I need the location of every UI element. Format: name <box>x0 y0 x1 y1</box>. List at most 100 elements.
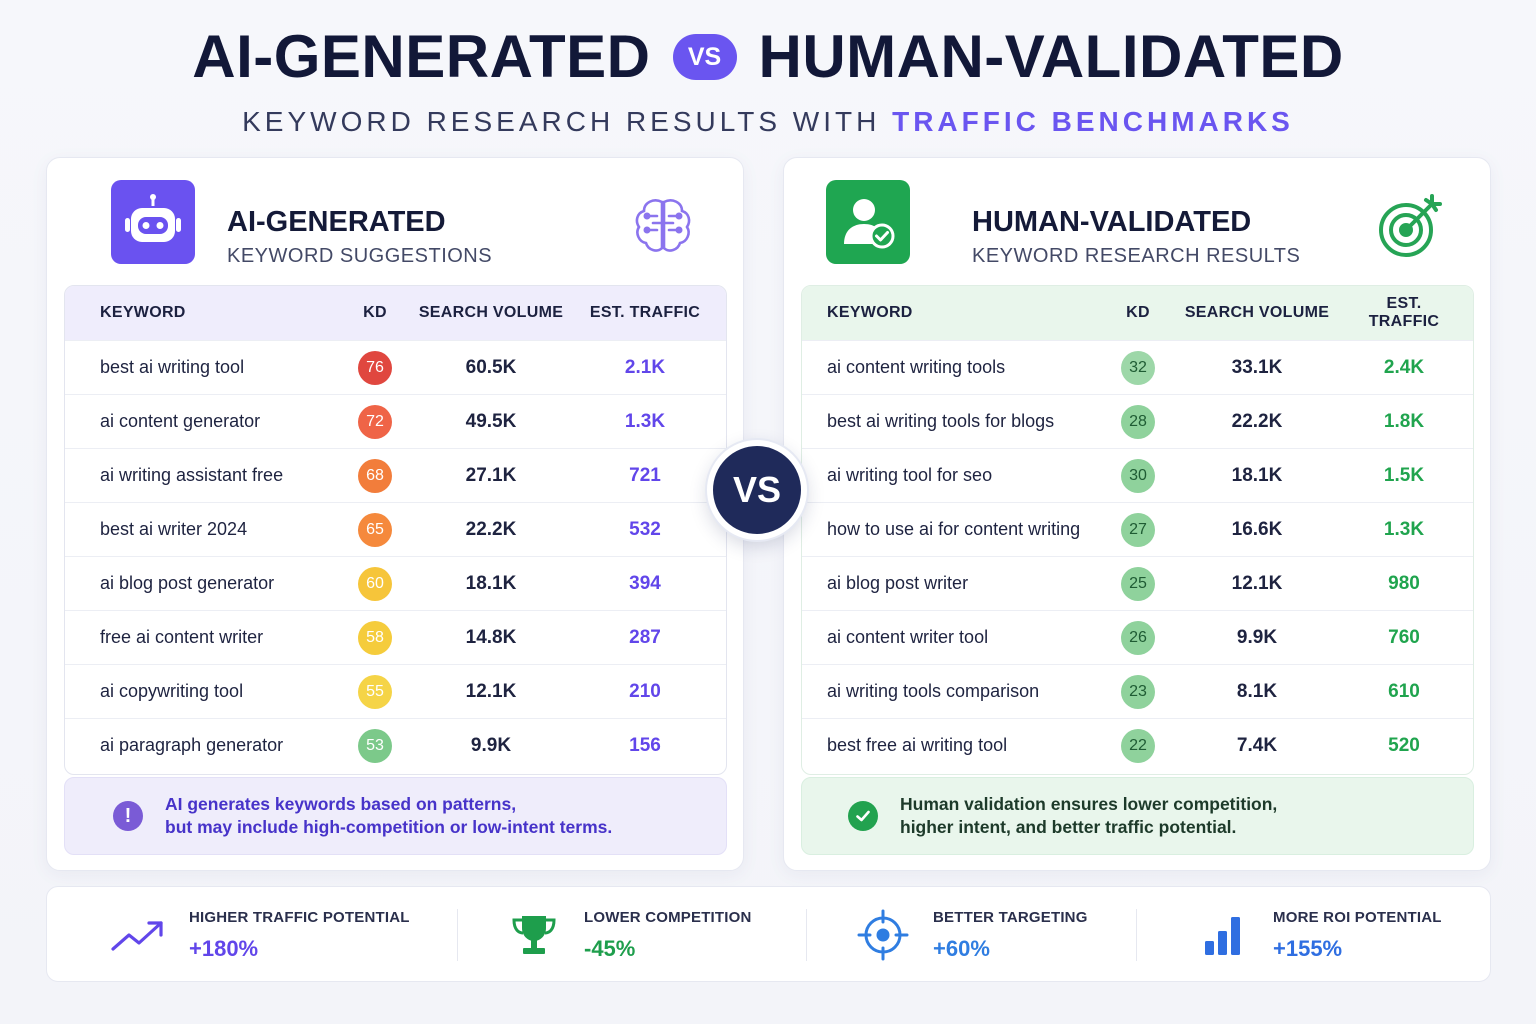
search-volume-cell: 8.1K <box>1236 680 1278 702</box>
check-circle-icon <box>848 801 878 831</box>
ai-note: ! AI generates keywords based on pattern… <box>64 777 727 855</box>
table-header: KEYWORD KD SEARCH VOLUME EST. TRAFFIC <box>802 286 1473 340</box>
kd-badge: 53 <box>358 728 392 763</box>
subtitle-accent: TRAFFIC BENCHMARKS <box>892 106 1294 137</box>
kd-cell: 27 <box>1120 512 1156 547</box>
kd-cell: 72 <box>357 404 393 439</box>
est-traffic-cell: 532 <box>629 518 661 540</box>
table-row[interactable]: ai writing assistant free 68 27.1K 721 <box>65 448 726 502</box>
trophy-icon <box>502 903 566 967</box>
est-traffic-cell: 210 <box>629 680 661 702</box>
table-row[interactable]: how to use ai for content writing 27 16.6K… <box>802 502 1473 556</box>
stat-targeting: BETTER TARGETING +60% <box>851 887 1088 983</box>
kd-cell: 30 <box>1120 458 1156 493</box>
user-check-icon <box>826 180 910 264</box>
search-volume-cell: 18.1K <box>1231 464 1283 486</box>
col-est-traffic[interactable]: EST. TRAFFIC <box>1368 295 1440 330</box>
human-note-line2: higher intent, and better traffic potent… <box>900 817 1237 837</box>
est-traffic-cell: 156 <box>629 734 661 756</box>
kd-badge: 68 <box>358 458 392 493</box>
ai-keyword-table: KEYWORD KD SEARCH VOLUME EST. TRAFFIC be… <box>64 285 727 775</box>
stat-competition: LOWER COMPETITION -45% <box>502 887 752 983</box>
ai-note-line2: but may include high-competition or low-… <box>165 817 613 837</box>
stat-label: MORE ROI POTENTIAL <box>1273 908 1442 926</box>
ai-panel-header: AI-GENERATED KEYWORD SUGGESTIONS <box>111 180 713 268</box>
title-row: AI-GENERATED VS HUMAN-VALIDATED <box>0 22 1536 92</box>
search-volume-cell: 22.2K <box>1231 410 1283 432</box>
search-volume-cell: 33.1K <box>1231 356 1283 378</box>
table-row[interactable]: ai writing tool for seo 30 18.1K 1.5K <box>802 448 1473 502</box>
table-row[interactable]: ai writing tools comparison 23 8.1K 610 <box>802 664 1473 718</box>
keyword-cell: ai blog post generator <box>100 573 275 593</box>
table-row[interactable]: ai copywriting tool 55 12.1K 210 <box>65 664 726 718</box>
stat-roi: MORE ROI POTENTIAL +155% <box>1191 887 1442 983</box>
kd-badge: 28 <box>1121 404 1155 439</box>
col-search-volume[interactable]: SEARCH VOLUME <box>418 304 564 321</box>
stat-value: -45% <box>584 935 636 961</box>
stat-competition-text: LOWER COMPETITION -45% <box>584 909 752 962</box>
table-row[interactable]: ai blog post generator 60 18.1K 394 <box>65 556 726 610</box>
est-traffic-cell: 520 <box>1388 734 1420 756</box>
table-row[interactable]: best free ai writing tool 22 7.4K 520 <box>802 718 1473 772</box>
kd-cell: 58 <box>357 620 393 655</box>
kd-badge: 23 <box>1121 674 1155 709</box>
table-row[interactable]: free ai content writer 58 14.8K 287 <box>65 610 726 664</box>
stat-label: BETTER TARGETING <box>933 908 1088 926</box>
col-kd[interactable]: KD <box>1126 304 1150 321</box>
kd-cell: 60 <box>357 566 393 601</box>
ai-note-line1: AI generates keywords based on patterns, <box>165 794 517 814</box>
keyword-cell: ai content writing tools <box>827 357 1006 377</box>
ai-table-body: best ai writing tool 76 60.5K 2.1K ai conten… <box>65 340 726 772</box>
col-keyword[interactable]: KEYWORD <box>827 304 913 321</box>
table-row[interactable]: best ai writer 2024 65 22.2K 532 <box>65 502 726 556</box>
kd-badge: 55 <box>358 674 392 709</box>
kd-cell: 26 <box>1120 620 1156 655</box>
exclamation-icon: ! <box>113 801 143 831</box>
kd-cell: 25 <box>1120 566 1156 601</box>
bar-chart-icon <box>1191 903 1255 967</box>
col-search-volume[interactable]: SEARCH VOLUME <box>1184 304 1330 321</box>
kd-cell: 68 <box>357 458 393 493</box>
kd-cell: 32 <box>1120 350 1156 385</box>
human-note: Human validation ensures lower competiti… <box>801 777 1474 855</box>
ai-note-text: AI generates keywords based on patterns,… <box>165 793 612 839</box>
col-est-traffic[interactable]: EST. TRAFFIC <box>589 304 701 321</box>
table-row[interactable]: best ai writing tools for blogs 28 22.2K 1.… <box>802 394 1473 448</box>
crosshair-icon <box>851 903 915 967</box>
human-panel-heading: HUMAN-VALIDATED KEYWORD RESEARCH RESULTS <box>972 206 1300 268</box>
est-traffic-cell: 1.3K <box>1383 518 1425 540</box>
target-arrow-icon <box>1374 190 1446 262</box>
table-row[interactable]: ai content writing tools 32 33.1K 2.4K <box>802 340 1473 394</box>
table-row[interactable]: ai paragraph generator 53 9.9K 156 <box>65 718 726 772</box>
kd-cell: 76 <box>357 350 393 385</box>
table-row[interactable]: ai blog post writer 25 12.1K 980 <box>802 556 1473 610</box>
page-subtitle: KEYWORD RESEARCH RESULTS WITH TRAFFIC BE… <box>0 106 1536 138</box>
col-keyword[interactable]: KEYWORD <box>100 304 186 321</box>
col-kd[interactable]: KD <box>363 304 387 321</box>
table-row[interactable]: best ai writing tool 76 60.5K 2.1K <box>65 340 726 394</box>
stat-roi-text: MORE ROI POTENTIAL +155% <box>1273 909 1442 962</box>
keyword-cell: best free ai writing tool <box>827 735 1008 755</box>
kd-badge: 26 <box>1121 620 1155 655</box>
kd-badge: 32 <box>1121 350 1155 385</box>
divider <box>1136 909 1137 961</box>
search-volume-cell: 60.5K <box>465 356 517 378</box>
est-traffic-cell: 721 <box>629 464 661 486</box>
human-note-line1: Human validation ensures lower competiti… <box>900 794 1278 814</box>
kd-badge: 27 <box>1121 512 1155 547</box>
title-human-validated: HUMAN-VALIDATED <box>758 23 1344 90</box>
human-panel-subtitle: KEYWORD RESEARCH RESULTS <box>972 245 1301 267</box>
search-volume-cell: 14.8K <box>465 626 517 648</box>
human-panel-title: HUMAN-VALIDATED <box>972 206 1252 238</box>
search-volume-cell: 9.9K <box>470 734 512 756</box>
table-row[interactable]: ai content writer tool 26 9.9K 760 <box>802 610 1473 664</box>
keyword-cell: ai writing tool for seo <box>827 465 993 485</box>
est-traffic-cell: 394 <box>629 572 661 594</box>
keyword-cell: ai content generator <box>100 411 261 431</box>
keyword-cell: ai writing assistant free <box>100 465 284 485</box>
kd-cell: 53 <box>357 728 393 763</box>
ai-panel-heading: AI-GENERATED KEYWORD SUGGESTIONS <box>227 206 492 268</box>
page-header: AI-GENERATED VS HUMAN-VALIDATED KEYWORD … <box>0 22 1536 138</box>
stat-targeting-text: BETTER TARGETING +60% <box>933 909 1088 962</box>
table-row[interactable]: ai content generator 72 49.5K 1.3K <box>65 394 726 448</box>
